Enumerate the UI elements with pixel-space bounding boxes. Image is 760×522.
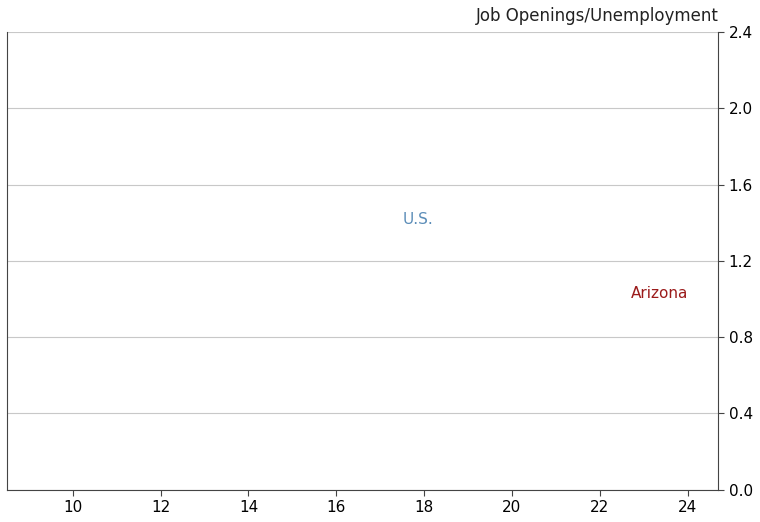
Text: Job Openings/Unemployment: Job Openings/Unemployment (476, 7, 718, 25)
Text: U.S.: U.S. (402, 211, 433, 227)
Text: Arizona: Arizona (631, 286, 688, 301)
